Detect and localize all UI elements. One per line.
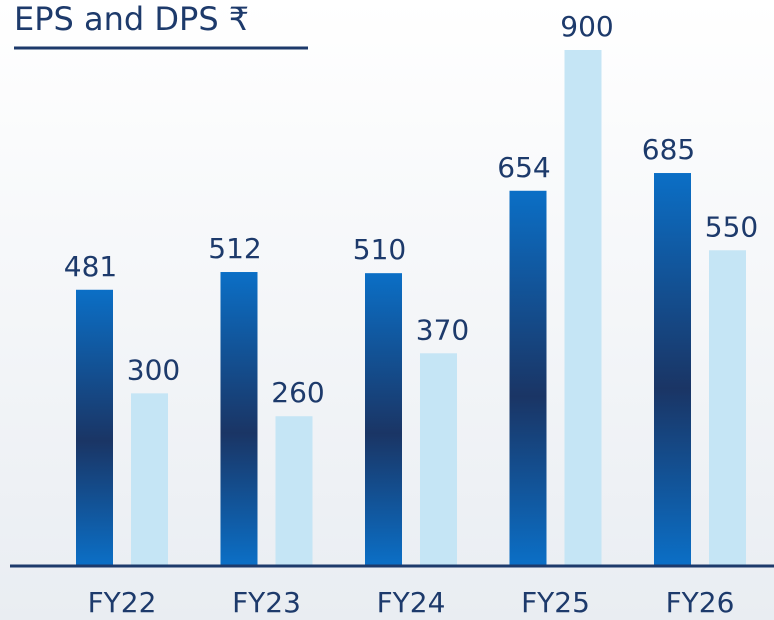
value-label: 685 bbox=[642, 133, 695, 166]
x-tick-label: FY24 bbox=[377, 586, 446, 619]
value-label: 481 bbox=[64, 250, 117, 283]
chart-title: EPS and DPS ₹ bbox=[14, 0, 249, 38]
x-tick-label: FY22 bbox=[88, 586, 157, 619]
bar bbox=[564, 50, 602, 565]
bar bbox=[76, 289, 113, 565]
value-label: 370 bbox=[416, 313, 469, 346]
bar bbox=[365, 273, 402, 565]
bar bbox=[220, 272, 258, 565]
value-label: 654 bbox=[497, 151, 550, 184]
x-tick-label: FY25 bbox=[521, 586, 590, 619]
bar bbox=[709, 250, 746, 565]
value-label: 512 bbox=[208, 232, 261, 265]
bar bbox=[275, 416, 313, 565]
value-label: 900 bbox=[560, 10, 613, 43]
bar bbox=[131, 393, 168, 565]
bar bbox=[509, 190, 547, 565]
value-label: 510 bbox=[353, 233, 406, 266]
value-label: 550 bbox=[705, 210, 758, 243]
x-tick-label: FY26 bbox=[666, 586, 735, 619]
value-label: 260 bbox=[271, 376, 324, 409]
value-label: 300 bbox=[127, 353, 180, 386]
x-tick-label: FY23 bbox=[232, 586, 301, 619]
bar bbox=[654, 173, 691, 565]
bar bbox=[420, 353, 457, 565]
